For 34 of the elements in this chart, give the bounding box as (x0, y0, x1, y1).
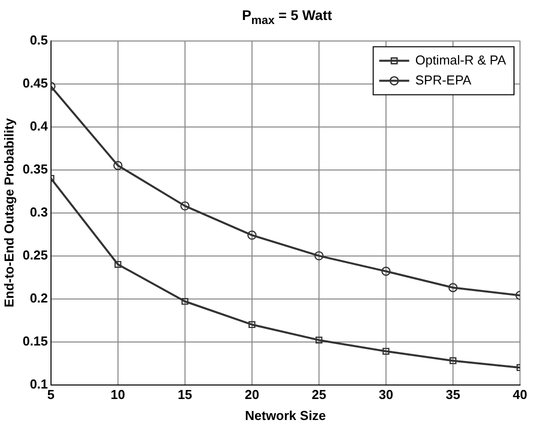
y-tick-label: 0.45 (22, 75, 48, 90)
y-tick-label: 0.5 (30, 32, 48, 48)
chart-title: P$_{max}$ = 5 Watt (240, 6, 334, 29)
point (382, 348, 390, 355)
x-tick-label: 10 (110, 387, 126, 402)
point (381, 266, 391, 276)
point (247, 230, 257, 240)
legend-label: SPR-EPA (415, 72, 472, 88)
point (180, 201, 190, 211)
y-tick-label: 0.2 (30, 290, 48, 306)
x-tick-label: 5 (47, 387, 55, 402)
y-tick-label: 0.1 (30, 376, 48, 392)
x-tick-label: 40 (512, 387, 528, 402)
x-tick-label: 35 (446, 387, 460, 402)
y-tick-label: 0.3 (30, 204, 48, 220)
x-tick-label: 20 (244, 387, 260, 402)
point (316, 336, 322, 344)
y-tick-label: 0.25 (22, 247, 48, 262)
point (450, 357, 456, 364)
point (448, 283, 458, 292)
y-axis-title: End-to-End Outage Probability (1, 117, 16, 308)
y-tick-label: 0.35 (22, 161, 48, 176)
point (248, 321, 256, 328)
point (182, 298, 188, 305)
point (113, 160, 123, 170)
x-tick-label: 15 (178, 387, 192, 402)
x-axis-title: Network Size (244, 408, 326, 423)
point (314, 251, 324, 260)
legend-label: Optimal-R & PA (415, 52, 506, 68)
point (114, 260, 122, 268)
x-tick-label: 30 (378, 387, 394, 402)
x-tick-label: 25 (312, 387, 326, 402)
y-tick-label: 0.15 (22, 333, 48, 348)
y-tick-label: 0.4 (30, 118, 49, 134)
